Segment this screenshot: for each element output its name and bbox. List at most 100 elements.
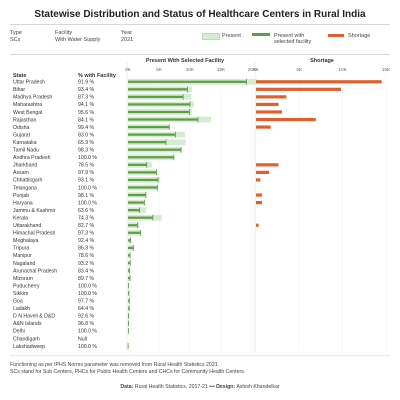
state-label: Madhya Pradesh — [13, 95, 52, 101]
present-tick-label: 10K — [186, 67, 195, 73]
with-facility-bar — [128, 299, 130, 302]
shortage-bar — [256, 223, 259, 227]
pct-label: Null — [78, 336, 87, 342]
shortage-bar — [256, 117, 316, 122]
pct-label: 78.5 % — [78, 163, 95, 169]
with-facility-bar — [128, 224, 138, 227]
shortage-tick-label: 15K — [382, 67, 391, 73]
source-separator: ••• — [209, 384, 215, 390]
with-facility-bar — [128, 292, 129, 295]
with-facility-bar — [128, 193, 146, 197]
with-facility-bar — [128, 276, 131, 280]
state-label: Rajasthan — [13, 117, 36, 123]
pct-label: 93.2 % — [78, 261, 95, 267]
source-footer: Data: Rural Health Statistics, 2017-21 •… — [0, 384, 400, 390]
pct-label: 83.0 % — [78, 132, 95, 138]
pct-label: 94.1 % — [78, 102, 95, 108]
state-label: Uttarakhand — [13, 223, 41, 229]
pct-label: 97.3 % — [78, 231, 95, 237]
pct-label: 83.4 % — [78, 268, 95, 274]
pct-label: 91.9 % — [78, 80, 95, 86]
state-label: West Bengal — [13, 110, 42, 116]
pct-label: 93.1 % — [78, 178, 95, 184]
state-label: Karnataka — [13, 140, 37, 146]
legend-present-swatch — [202, 33, 220, 40]
pct-label: 99.4 % — [78, 125, 95, 131]
state-label: Telangana — [13, 185, 37, 191]
note-line-1: Functioning as per IPHS Norms parameter … — [10, 362, 220, 368]
shortage-section-title: Shortage — [310, 58, 334, 64]
legend-present-with-label: Present with selected facility — [274, 33, 312, 45]
shortage-tick-label: 10K — [338, 67, 347, 73]
state-label: Andhra Pradesh — [13, 155, 51, 161]
designer-link[interactable]: Ashish Khandelkar — [236, 384, 280, 390]
state-label: Gujarat — [13, 132, 31, 138]
with-facility-bar — [128, 103, 190, 106]
state-label: Assam — [13, 170, 29, 176]
shortage-bar — [256, 110, 282, 114]
pct-label: 100.0 % — [78, 155, 97, 161]
state-label: Haryana — [13, 200, 33, 206]
present-tick-label: 20K — [248, 67, 257, 73]
legend-present-label: Present — [222, 33, 241, 39]
pct-label: 64.4 % — [78, 306, 95, 312]
shortage-tick-label: 5K — [296, 67, 303, 73]
state-label: Arunachal Pradesh — [13, 268, 57, 274]
state-label: D N Haveli & D&D — [13, 314, 55, 320]
shortage-tick-label: 0K — [253, 67, 260, 73]
pct-label: 100.0 % — [78, 329, 97, 335]
state-label: Ladakh — [13, 306, 30, 312]
with-facility-bar — [128, 163, 147, 166]
pct-label: 92.6 % — [78, 314, 95, 320]
with-facility-bar — [128, 216, 153, 219]
filter-year-value: 2021 — [121, 37, 134, 43]
with-facility-bar — [128, 269, 130, 272]
note-line-2: SCs stand for Sub Centers, PHCs for Publ… — [10, 369, 246, 375]
with-facility-bar — [128, 231, 141, 234]
pct-label: 65.9 % — [78, 140, 95, 146]
state-label: Nagaland — [13, 261, 35, 267]
header-divider — [10, 54, 390, 55]
page-title: Statewise Distribution and Status of Hea… — [34, 9, 366, 20]
state-label: Mizoram — [13, 276, 33, 282]
state-label: Manipur — [13, 253, 32, 259]
title-divider — [10, 24, 390, 25]
with-facility-bar — [128, 246, 134, 249]
filter-year-label: Year — [121, 30, 133, 36]
state-label: Kerala — [13, 215, 28, 221]
shortage-bar — [256, 178, 261, 182]
state-label: Puducherry — [13, 283, 40, 289]
with-facility-bar — [128, 178, 159, 182]
present-section-title: Present With Selected Facility — [145, 58, 225, 64]
pct-label: 87.3 % — [78, 95, 95, 101]
pct-label: 98.1 % — [78, 193, 95, 199]
with-facility-bar — [128, 148, 182, 151]
pct-label: 84.1 % — [78, 117, 95, 123]
legend-shortage-swatch — [328, 34, 344, 37]
shortage-bar — [256, 95, 287, 99]
filter-facility-value: With Water Supply — [55, 37, 101, 43]
filter-facility[interactable]: Facility With Water Supply — [55, 30, 100, 44]
pct-label: 100.0 % — [78, 283, 97, 289]
pct-label: 95.6 % — [78, 110, 95, 116]
state-label: Jharkhand — [13, 163, 37, 169]
state-label: Chhattisgarh — [13, 178, 43, 184]
pct-column-header: % with Facility — [78, 73, 116, 79]
state-label: Punjab — [13, 193, 29, 199]
shortage-bar — [256, 200, 263, 205]
filter-type[interactable]: Type SCs — [10, 30, 22, 44]
filter-year[interactable]: Year 2021 — [121, 30, 133, 44]
pct-label: 97.7 % — [78, 299, 95, 305]
with-facility-bar — [128, 261, 131, 265]
pct-label: 89.7 % — [78, 276, 95, 282]
state-label: Uttar Pradesh — [13, 80, 45, 86]
shortage-bar — [256, 87, 341, 91]
designer-label: Design: — [216, 384, 236, 390]
present-tick-label: 0K — [125, 67, 132, 73]
filter-type-value: SCs — [10, 37, 21, 43]
with-facility-bar — [128, 171, 157, 174]
filter-type-label: Type — [10, 30, 22, 36]
state-label: Tamil Nadu — [13, 148, 39, 154]
pct-label: 100.0 % — [78, 291, 97, 297]
